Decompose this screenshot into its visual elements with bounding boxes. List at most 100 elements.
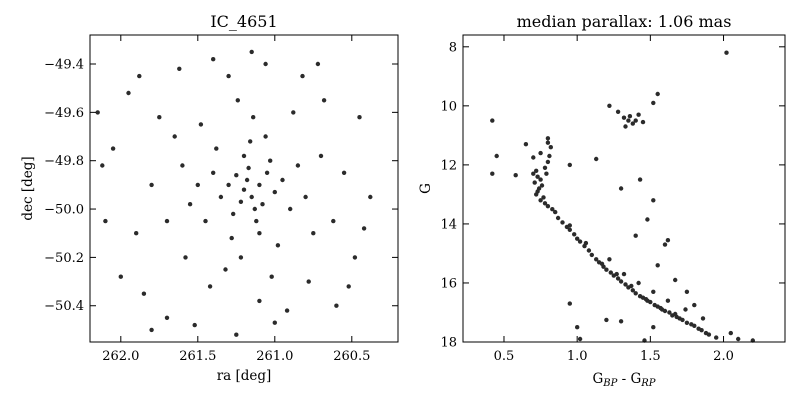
data-point: [623, 282, 628, 287]
data-point: [667, 310, 672, 315]
data-point: [550, 207, 555, 212]
data-point: [545, 140, 551, 145]
data-point: [665, 298, 671, 303]
data-point: [531, 171, 536, 176]
data-point: [164, 315, 170, 320]
y-tick-label: −50.2: [44, 251, 84, 266]
axes-frame: [462, 34, 786, 343]
data-point: [234, 332, 239, 337]
data-point: [538, 198, 543, 203]
data-point: [157, 115, 162, 120]
data-point: [291, 110, 296, 115]
data-point: [263, 61, 268, 67]
data-point: [110, 146, 116, 151]
data-point: [648, 299, 653, 305]
data-point: [149, 182, 154, 188]
data-point: [264, 170, 270, 175]
axes-frame: [89, 34, 399, 343]
data-point: [137, 73, 142, 79]
data-point: [311, 231, 316, 236]
data-point: [226, 73, 231, 79]
data-point: [251, 115, 256, 120]
data-point: [547, 153, 552, 159]
data-point: [180, 163, 185, 168]
data-point: [615, 109, 621, 115]
data-point: [651, 100, 656, 106]
data-point: [577, 239, 583, 244]
data-point: [607, 103, 612, 109]
data-point: [211, 170, 216, 175]
data-point: [548, 145, 553, 150]
data-point: [254, 218, 259, 224]
data-point: [542, 165, 548, 170]
data-point: [263, 134, 268, 139]
data-point: [100, 163, 105, 168]
data-point: [187, 202, 193, 207]
data-point: [640, 119, 646, 125]
data-point: [490, 171, 495, 176]
data-point: [662, 308, 668, 314]
data-point: [633, 233, 638, 238]
x-tick-label: 1.0: [567, 349, 588, 364]
data-point: [229, 235, 234, 241]
y-tick-label: 14: [440, 217, 457, 232]
data-point: [203, 218, 208, 224]
data-point: [318, 153, 324, 159]
data-point: [673, 311, 678, 317]
data-point: [577, 336, 583, 342]
data-point: [544, 171, 549, 176]
x-tick-label: 260.5: [333, 349, 370, 364]
data-point: [665, 238, 671, 243]
y-tick-label: −49.4: [44, 58, 84, 73]
y-tick-label: −50.0: [44, 203, 84, 218]
data-point: [655, 91, 660, 97]
data-point: [615, 276, 621, 281]
data-point: [545, 204, 551, 209]
data-point: [288, 206, 293, 212]
y-axis-label: G: [418, 183, 434, 194]
data-point: [494, 153, 499, 159]
data-point: [629, 283, 634, 289]
data-point: [238, 255, 244, 260]
data-point: [300, 73, 305, 79]
data-point: [683, 307, 688, 312]
data-point: [118, 274, 124, 279]
data-point: [658, 305, 663, 311]
data-point: [567, 223, 572, 228]
data-point: [633, 291, 638, 296]
y-tick-label: −49.6: [44, 106, 84, 121]
data-point: [103, 218, 108, 224]
data-point: [357, 115, 362, 120]
data-point: [651, 198, 656, 203]
data-point: [272, 320, 277, 325]
data-point: [275, 243, 281, 248]
data-point: [134, 231, 139, 236]
data-point: [618, 279, 624, 284]
data-point: [252, 206, 257, 212]
data-point: [630, 121, 635, 126]
ra-dec-scatter-plot: 262.0 261.5 261.0 260.5 −49.4 −49.6 −49.8 −50.0…: [20, 12, 399, 384]
y-tick-label: 12: [440, 158, 457, 173]
chart-title: IC_4651: [210, 12, 277, 31]
data-point: [618, 186, 624, 191]
x-tick-label: 261.0: [256, 349, 293, 364]
data-point: [257, 298, 262, 304]
data-point: [572, 232, 577, 237]
data-point: [545, 159, 551, 165]
data-point: [553, 209, 558, 215]
data-point: [490, 118, 495, 123]
data-point: [560, 220, 565, 225]
data-point: [728, 330, 733, 336]
data-point: [655, 263, 660, 268]
y-tick-label: −50.4: [44, 299, 84, 314]
data-point: [218, 194, 224, 200]
data-point: [633, 118, 638, 123]
data-point: [295, 163, 301, 168]
data-point: [238, 199, 244, 204]
data-point: [164, 218, 170, 224]
data-point: [280, 177, 285, 183]
data-point: [567, 162, 572, 168]
data-point: [630, 288, 635, 293]
data-point: [207, 284, 213, 289]
data-point: [95, 110, 100, 115]
